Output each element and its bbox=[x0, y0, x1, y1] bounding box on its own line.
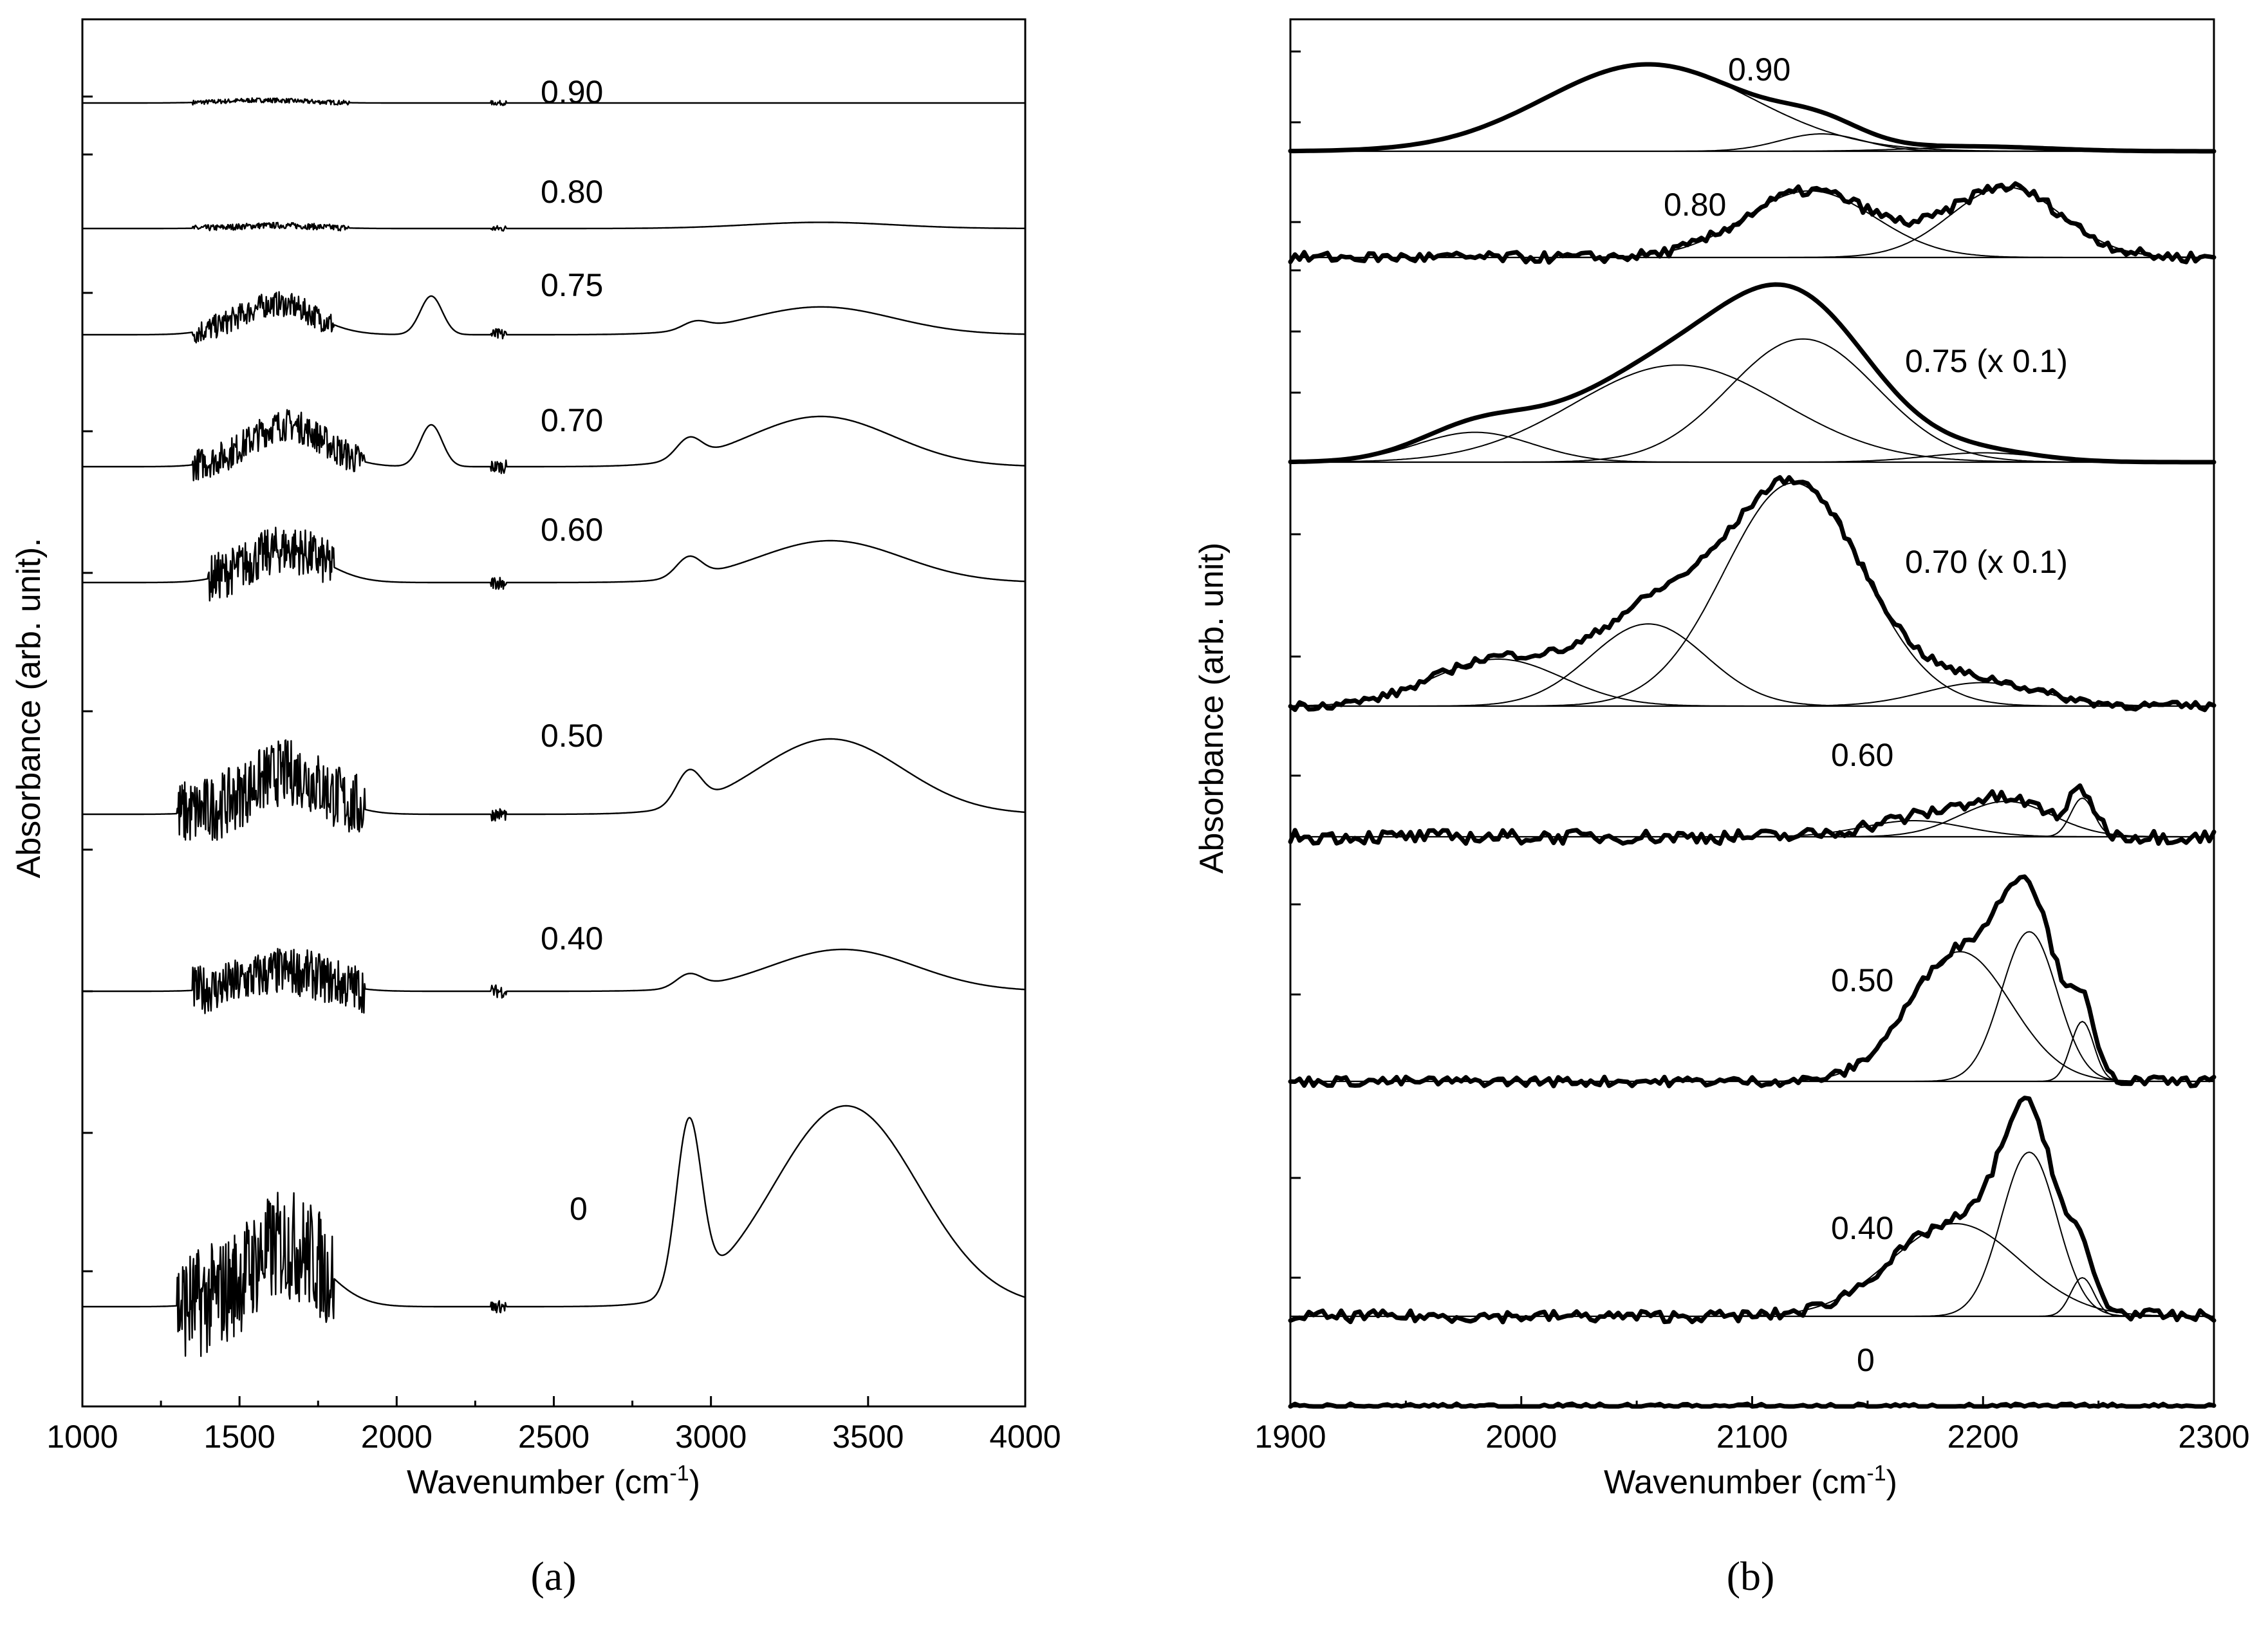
panel-b-component-peak bbox=[1290, 623, 2214, 707]
panel-b-xlabel: Wavenumber (cm-1) bbox=[1604, 1461, 1897, 1501]
panel-b-component-peak bbox=[1290, 951, 2214, 1082]
panel-a-xlabel: Wavenumber (cm-1) bbox=[407, 1461, 700, 1501]
panel-a-series-line bbox=[82, 221, 1026, 232]
panel-b-caption: (b) bbox=[1727, 1553, 1775, 1599]
panel-a-xtick-label: 1000 bbox=[46, 1419, 118, 1455]
panel-a-xtick-label: 3000 bbox=[675, 1419, 747, 1455]
panel-a-series-line bbox=[82, 947, 1026, 1014]
panel-b-component-peak bbox=[1290, 1020, 2214, 1082]
panel-a-series-label: 0.75 bbox=[541, 267, 603, 303]
panel-b-component-peak bbox=[1290, 364, 2214, 463]
panel-b-measured-line bbox=[1288, 282, 2217, 465]
panel-a-series-label: 0.40 bbox=[541, 920, 603, 956]
panel-b-series-label: 0.70 (x 0.1) bbox=[1905, 544, 2068, 580]
panel-a-series-label: 0.90 bbox=[541, 74, 603, 110]
panel-a-series-line bbox=[82, 409, 1026, 481]
panel-b-frame bbox=[1289, 18, 2215, 1408]
panel-b-measured-line bbox=[1288, 783, 2217, 846]
panel-b-component-peak bbox=[1290, 1222, 2215, 1317]
panel-a-series-label: 0.70 bbox=[541, 402, 603, 438]
panel-b-measured-line bbox=[1288, 874, 2217, 1088]
panel-a-xtick-label: 3500 bbox=[832, 1419, 904, 1455]
panel-b-measured-line bbox=[1288, 181, 2217, 265]
panel-b-component-peak bbox=[1290, 338, 2214, 463]
panel-b-series-label: 0 bbox=[1857, 1342, 1875, 1378]
panel-b-component-peak bbox=[1290, 1276, 2214, 1317]
panel-b-measured-line bbox=[1288, 62, 2217, 154]
panel-a-series-line bbox=[82, 97, 1026, 106]
panel-a-xtick-label: 1500 bbox=[204, 1419, 275, 1455]
panel-b-series-label: 0.80 bbox=[1664, 187, 1726, 223]
panel-a-series-label: 0.50 bbox=[541, 718, 603, 754]
panel-b-xtick-label: 2300 bbox=[2178, 1419, 2249, 1455]
panel-b-component-peak bbox=[1290, 1151, 2214, 1317]
panel-b-component-peak bbox=[1290, 931, 2214, 1082]
panel-a-series-label: 0.60 bbox=[541, 512, 603, 548]
panel-b-series-label: 0.90 bbox=[1728, 51, 1790, 88]
panel-b-measured-line bbox=[1288, 1401, 2217, 1409]
panel-b-series-label: 0.60 bbox=[1831, 737, 1893, 773]
panel-b-xtick-label: 2000 bbox=[1485, 1419, 1557, 1455]
panel-a-xtick-label: 2000 bbox=[361, 1419, 432, 1455]
panel-a-xtick-label: 2500 bbox=[518, 1419, 590, 1455]
panel-b-series-label: 0.50 bbox=[1831, 962, 1893, 998]
panel-b-series-label: 0.75 (x 0.1) bbox=[1905, 343, 2068, 379]
panel-b-measured-line bbox=[1288, 1096, 2217, 1325]
panel-b-ylabel: Absorbance (arb. unit) bbox=[1193, 543, 1231, 874]
panel-b-series-label: 0.40 bbox=[1831, 1210, 1893, 1246]
panel-a-series-line bbox=[82, 291, 1026, 344]
panel-a-series-line bbox=[82, 738, 1026, 841]
panel-a-series-line bbox=[82, 527, 1026, 602]
panel-a-series-label: 0.80 bbox=[541, 174, 603, 210]
panel-b-xtick-label: 2100 bbox=[1716, 1419, 1788, 1455]
panel-a-caption: (a) bbox=[530, 1553, 576, 1599]
panel-b-measured-line bbox=[1288, 475, 2217, 713]
panel-a-xtick-label: 4000 bbox=[989, 1419, 1061, 1455]
panel-a: 1000 1500 2000 2500 3000 3500 4000 0.90 0.80 0.7… bbox=[10, 18, 1061, 1599]
panel-a-series-label: 0 bbox=[570, 1191, 588, 1227]
panel-b-component-peak bbox=[1290, 482, 2214, 707]
panel-a-series-line bbox=[82, 1105, 1026, 1358]
panel-a-ylabel: Absorbance (arb. unit). bbox=[10, 538, 48, 879]
panel-b: 1900 2000 2100 2200 2300 0.90 0.80 0.75 (x 0.1… bbox=[1193, 18, 2250, 1599]
panel-b-xtick-label: 2200 bbox=[1947, 1419, 2019, 1455]
panel-b-xtick-label: 1900 bbox=[1254, 1419, 1326, 1455]
